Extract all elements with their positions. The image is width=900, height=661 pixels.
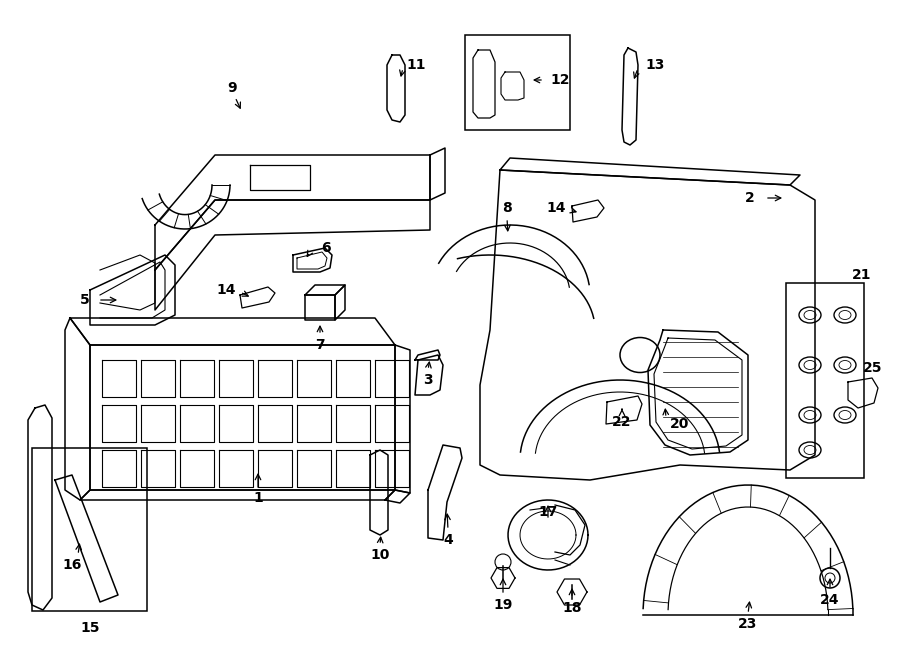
Polygon shape — [387, 55, 405, 122]
Text: 17: 17 — [538, 505, 558, 519]
Polygon shape — [473, 50, 495, 118]
Text: 11: 11 — [406, 58, 426, 72]
Text: 15: 15 — [80, 621, 100, 635]
Polygon shape — [428, 445, 462, 540]
Text: 4: 4 — [443, 533, 453, 547]
Text: 14: 14 — [546, 201, 566, 215]
Text: 8: 8 — [502, 201, 512, 215]
Text: 16: 16 — [62, 558, 82, 572]
Polygon shape — [648, 330, 748, 455]
Polygon shape — [500, 158, 800, 185]
Polygon shape — [415, 350, 440, 360]
Polygon shape — [305, 285, 345, 295]
Polygon shape — [70, 318, 395, 345]
Polygon shape — [480, 170, 815, 480]
Polygon shape — [293, 248, 332, 272]
Bar — [786, 283, 864, 478]
Text: 25: 25 — [863, 361, 883, 375]
Text: 13: 13 — [645, 58, 665, 72]
Text: 22: 22 — [612, 415, 632, 429]
Polygon shape — [90, 255, 175, 325]
Polygon shape — [305, 295, 335, 320]
Bar — [32, 448, 147, 611]
Text: 3: 3 — [423, 373, 433, 387]
Bar — [465, 35, 570, 130]
Text: 5: 5 — [80, 293, 90, 307]
Text: 20: 20 — [670, 417, 689, 431]
Text: 18: 18 — [562, 601, 581, 615]
Text: 23: 23 — [738, 617, 758, 631]
Polygon shape — [28, 405, 52, 610]
Polygon shape — [80, 490, 395, 500]
Text: 7: 7 — [315, 338, 325, 352]
Polygon shape — [155, 155, 430, 270]
Text: 21: 21 — [852, 268, 872, 282]
Polygon shape — [335, 285, 345, 320]
Polygon shape — [65, 318, 90, 500]
Text: 14: 14 — [216, 283, 236, 297]
Polygon shape — [395, 345, 410, 493]
Polygon shape — [370, 450, 388, 535]
Polygon shape — [415, 355, 443, 395]
Text: 9: 9 — [227, 81, 237, 95]
Polygon shape — [430, 148, 445, 200]
Text: 2: 2 — [745, 191, 755, 205]
Text: 10: 10 — [370, 548, 390, 562]
Polygon shape — [385, 490, 410, 503]
Polygon shape — [155, 200, 430, 310]
Text: 6: 6 — [321, 241, 331, 255]
Polygon shape — [55, 475, 118, 602]
Text: 19: 19 — [493, 598, 513, 612]
Polygon shape — [622, 48, 638, 145]
Text: 1: 1 — [253, 491, 263, 505]
Text: 12: 12 — [550, 73, 570, 87]
Polygon shape — [90, 345, 395, 490]
Text: 24: 24 — [820, 593, 840, 607]
